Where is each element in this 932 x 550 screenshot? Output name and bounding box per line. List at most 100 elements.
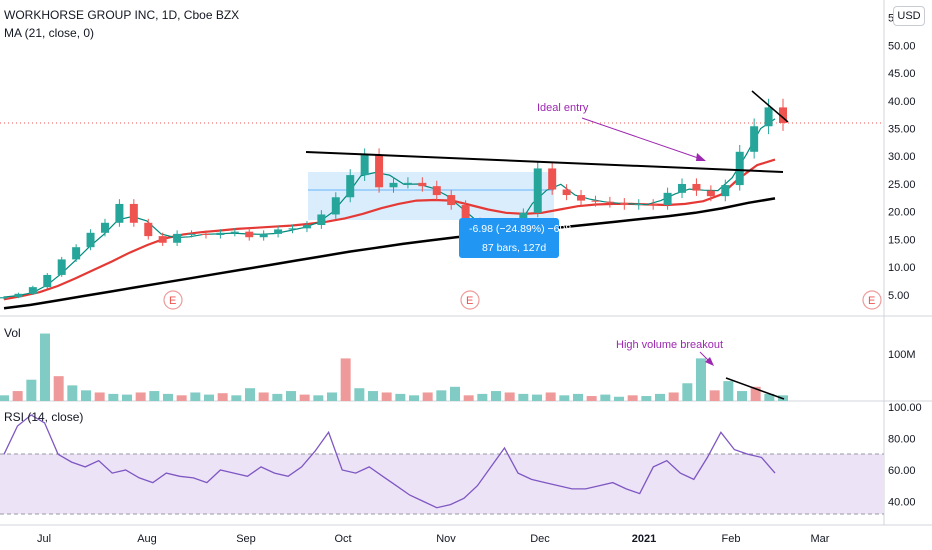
volume-bar xyxy=(149,391,160,401)
time-axis[interactable]: Jul Aug Sep Oct Nov Dec 2021 Feb Mar xyxy=(37,533,830,545)
measure-label-line2: 87 bars, 127d xyxy=(482,242,546,254)
volume-bar xyxy=(682,383,693,401)
candle-body xyxy=(403,182,412,184)
candle-body xyxy=(389,182,398,188)
volume-pane-title[interactable]: Vol xyxy=(4,326,21,340)
symbol-title[interactable]: WORKHORSE GROUP INC, 1D, Cboe BZX xyxy=(4,8,240,22)
candle-body xyxy=(187,233,196,235)
candle-body xyxy=(461,205,470,222)
candle-body xyxy=(663,192,672,206)
down-trendline[interactable] xyxy=(751,90,789,123)
volume-trendline[interactable] xyxy=(725,377,785,400)
candle-body xyxy=(144,222,153,237)
measure-label-line1: -6.98 (−24.89%) −698 xyxy=(469,223,571,235)
candle-body xyxy=(634,203,643,206)
volume-bar xyxy=(750,386,761,401)
candle-body xyxy=(678,183,687,193)
candle-body xyxy=(533,168,542,213)
candle-body xyxy=(216,232,225,235)
price-tick-label: 50.00 xyxy=(888,40,916,52)
resistance-trendline[interactable] xyxy=(305,151,784,173)
candle-body xyxy=(72,247,81,260)
volume-bar xyxy=(668,392,679,401)
volume-bar xyxy=(67,385,78,401)
rsi-pane-title[interactable]: RSI (14, close) xyxy=(4,410,84,424)
time-tick-label: Feb xyxy=(722,533,741,545)
time-tick-label: Jul xyxy=(37,533,51,545)
price-axis[interactable]: 5.00 10.00 15.00 20.00 25.00 30.00 35.00 40.00 4… xyxy=(888,13,916,302)
volume-bar xyxy=(463,395,474,401)
volume-bar xyxy=(709,390,720,401)
candle-body xyxy=(302,225,311,229)
time-tick-label: Sep xyxy=(236,533,256,545)
candle-body xyxy=(735,151,744,186)
candle-body xyxy=(317,214,326,226)
volume-axis[interactable]: 100M xyxy=(888,349,916,361)
volume-bar xyxy=(327,392,337,401)
volume-bar xyxy=(381,392,392,401)
earnings-marker-2[interactable]: E xyxy=(460,290,480,310)
time-tick-label: Dec xyxy=(530,533,550,545)
volume-bar xyxy=(395,393,406,401)
volume-bar xyxy=(518,393,529,401)
candles xyxy=(0,98,787,300)
volume-bar xyxy=(190,392,201,401)
candle-body xyxy=(447,195,456,206)
candle-body xyxy=(562,189,571,196)
measure-label-box[interactable] xyxy=(459,218,559,258)
price-tick-label: 5.00 xyxy=(888,290,909,302)
time-tick-label: Mar xyxy=(811,533,830,545)
volume-bar xyxy=(299,394,310,401)
candle-body xyxy=(706,190,715,197)
time-tick-label: Oct xyxy=(334,533,351,545)
ma-indicator-title[interactable]: MA (21, close, 0) xyxy=(4,26,95,40)
volume-bar xyxy=(614,396,624,401)
candle-body xyxy=(57,259,66,275)
long-ma-line xyxy=(3,197,776,310)
candle-body xyxy=(649,203,658,206)
candle-body xyxy=(331,197,340,215)
volume-bar xyxy=(641,396,652,401)
volume-bar xyxy=(176,395,187,401)
candle-body xyxy=(432,186,441,196)
rsi-axis[interactable]: 40.00 60.00 80.00 100.00 xyxy=(888,402,922,508)
price-tick-label: 20.00 xyxy=(888,207,916,219)
rsi-polyline xyxy=(3,414,776,509)
ideal-entry-arrowhead xyxy=(696,153,706,161)
rsi-line xyxy=(3,414,776,509)
rsi-tick-label: 100.00 xyxy=(888,402,922,414)
candle-body xyxy=(375,155,384,188)
volume-bar xyxy=(135,392,146,401)
volume-bar xyxy=(108,393,119,401)
volume-bar xyxy=(532,394,542,401)
candle-body xyxy=(577,195,586,201)
volume-bar xyxy=(204,394,214,401)
candle-body xyxy=(201,233,210,235)
earnings-marker-1[interactable]: E xyxy=(163,290,183,310)
volume-bar xyxy=(340,358,351,401)
candle-body xyxy=(346,175,355,198)
currency-badge[interactable]: USD xyxy=(893,6,925,26)
candle-body xyxy=(274,229,283,234)
rsi-tick-label: 40.00 xyxy=(888,496,916,508)
candle-body xyxy=(605,201,614,203)
rsi-band xyxy=(0,454,884,514)
candle-body xyxy=(288,228,297,230)
earnings-marker-3[interactable]: E xyxy=(862,290,882,310)
candle-body xyxy=(115,203,124,223)
candle-body xyxy=(548,168,557,190)
price-tick-label: 40.00 xyxy=(888,96,916,108)
candle-body xyxy=(764,107,773,127)
candle-body xyxy=(86,232,95,248)
volume-bar xyxy=(573,393,583,401)
volume-bar xyxy=(696,358,706,401)
volume-bar xyxy=(477,393,488,401)
candle-body xyxy=(158,236,167,243)
volume-bar xyxy=(354,388,365,401)
candle-body xyxy=(173,233,182,243)
volume-bar xyxy=(545,392,556,401)
candle-body xyxy=(230,231,239,233)
candle-body xyxy=(692,183,701,191)
volume-bar xyxy=(368,391,378,401)
